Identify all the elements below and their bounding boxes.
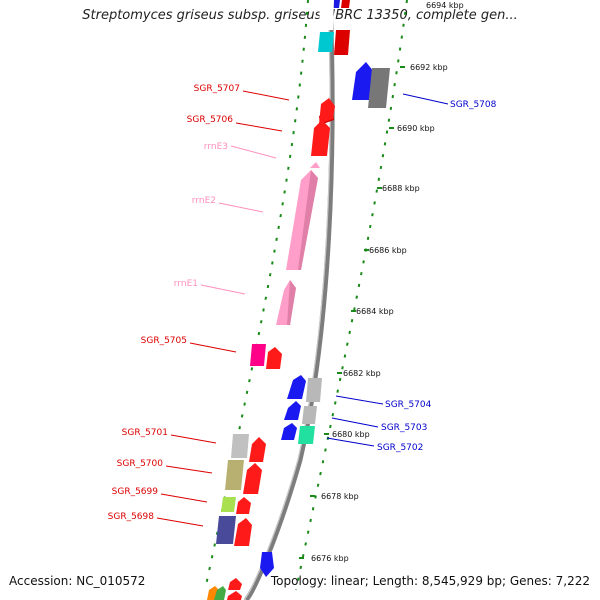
tick-label: 6682 kbp: [343, 369, 381, 378]
gene-label-SGR_5704: SGR_5704: [385, 400, 432, 410]
gene-label-SGR_5698: SGR_5698: [108, 512, 155, 522]
accession-text: Accession: NC_010572: [9, 574, 146, 588]
gene-SGR_5699[interactable]: [221, 497, 251, 514]
tick-label: 6678 kbp: [321, 492, 359, 501]
gene-feature[interactable]: [260, 552, 274, 577]
gene-SGR_5701[interactable]: [231, 434, 266, 462]
gene-label-SGR_5700: SGR_5700: [117, 459, 164, 469]
gene-SGR_5698[interactable]: [216, 516, 252, 546]
gene-label-SGR_5703: SGR_5703: [381, 423, 427, 433]
gene-label-rrnE2: rrnE2: [192, 196, 216, 206]
right-leader-lines: [326, 93, 449, 447]
gene-label-rrnE3: rrnE3: [204, 142, 228, 152]
top-cut-tick-label: 6694 kbp: [426, 1, 464, 10]
gene-SGR_5702[interactable]: [281, 423, 315, 444]
gene-SGR_5706[interactable]: [311, 120, 330, 156]
gene-label-SGR_5702: SGR_5702: [377, 443, 423, 453]
gene-label-rrnE1: rrnE1: [174, 279, 198, 289]
left-leader-lines: [156, 90, 290, 527]
gene-rrnE3[interactable]: [310, 162, 320, 168]
tick-label: 6692 kbp: [410, 63, 448, 72]
tick-group: 6692 kbp 6690 kbp 6688 kbp 6686 kbp 6684…: [299, 63, 448, 563]
tick-label: 6688 kbp: [382, 184, 420, 193]
gene-SGR_5704[interactable]: [287, 375, 322, 402]
topology-summary: Topology: linear; Length: 8,545,929 bp; …: [270, 574, 590, 588]
gene-label-SGR_5701: SGR_5701: [122, 428, 168, 438]
gene-SGR_5705[interactable]: [250, 344, 282, 369]
gene-SGR_5708[interactable]: [352, 62, 390, 108]
diagram-title: Streptomyces griseus subsp. griseus NBRC…: [82, 8, 518, 23]
tick-label: 6684 kbp: [356, 307, 394, 316]
gene-label-SGR_5699: SGR_5699: [112, 487, 159, 497]
tick-label: 6680 kbp: [332, 430, 370, 439]
gene-feature[interactable]: [207, 578, 242, 600]
gene-label-SGR_5707: SGR_5707: [194, 84, 240, 94]
gene-feature[interactable]: [318, 0, 350, 55]
gene-SGR_5703[interactable]: [284, 401, 317, 424]
tick-label: 6686 kbp: [369, 246, 407, 255]
right-track-line: [295, 0, 408, 591]
gene-label-SGR_5708: SGR_5708: [450, 100, 497, 110]
tick-label: 6690 kbp: [397, 124, 435, 133]
gene-label-SGR_5706: SGR_5706: [187, 115, 234, 125]
gene-SGR_5700[interactable]: [225, 460, 262, 494]
tick-label: 6676 kbp: [311, 554, 349, 563]
gene-rrnE2[interactable]: [286, 170, 318, 270]
gene-label-SGR_5705: SGR_5705: [141, 336, 187, 346]
gene-rrnE1[interactable]: [276, 280, 296, 325]
